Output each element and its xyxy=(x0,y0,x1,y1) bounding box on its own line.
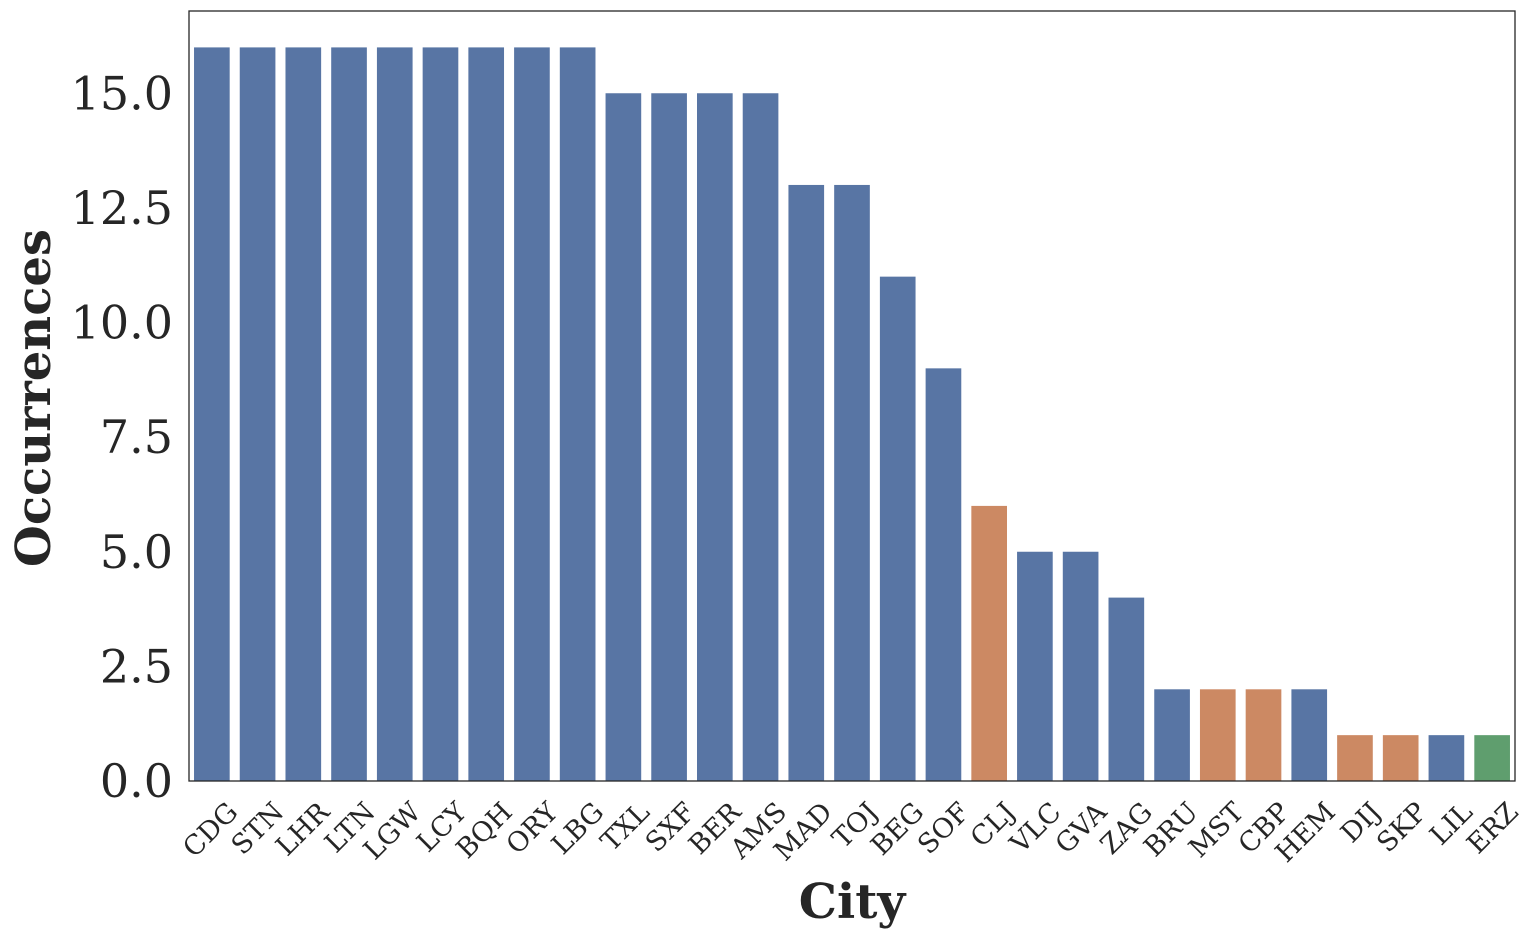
x-tick-labels: CDGSTNLHRLTNLGWLCYBQHORYLBGTXLSXFBERAMSM… xyxy=(177,796,1524,869)
bar-sof xyxy=(925,368,962,781)
y-tick-label: 2.5 xyxy=(100,639,173,693)
bar-gva xyxy=(1062,551,1099,781)
bar-ams xyxy=(742,93,779,781)
bar-lgw xyxy=(376,47,413,781)
x-tick-label: SKP xyxy=(1371,797,1433,859)
bar-bqh xyxy=(468,47,505,781)
bar-cdg xyxy=(194,47,230,781)
bar-lbg xyxy=(559,47,596,781)
y-tick-label: 10.0 xyxy=(71,296,173,350)
y-axis-title: Occurrences xyxy=(6,229,62,567)
bar-lil xyxy=(1428,735,1465,781)
bar-hem xyxy=(1291,689,1328,781)
bar-zag xyxy=(1108,597,1145,781)
bar-beg xyxy=(879,276,916,781)
plot-frame xyxy=(188,10,1516,782)
bar-dij xyxy=(1337,735,1373,781)
bar-ltn xyxy=(331,47,367,781)
y-tick-label: 0.0 xyxy=(100,754,173,808)
x-tick-label: VLC xyxy=(1004,797,1068,861)
bar-sxf xyxy=(651,93,687,781)
x-tick-label: SOF xyxy=(912,797,976,861)
y-tick-label: 7.5 xyxy=(100,410,173,464)
y-tick-label: 15.0 xyxy=(71,66,173,120)
y-tick-label: 12.5 xyxy=(71,181,173,235)
bar-toj xyxy=(834,184,870,781)
bar-bru xyxy=(1154,689,1190,781)
bar-clj xyxy=(971,505,1007,781)
bar-lcy xyxy=(422,47,459,781)
y-tick-label: 5.0 xyxy=(100,525,173,579)
x-tick-label: GVA xyxy=(1050,796,1114,860)
bar-skp xyxy=(1382,735,1419,781)
bar-vlc xyxy=(1017,551,1053,781)
y-tick-labels: 0.0 2.5 5.0 7.5 10.0 12.5 15.0 xyxy=(71,66,173,808)
x-axis-title: City xyxy=(799,874,908,930)
bar-txl xyxy=(605,93,642,781)
bar-mad xyxy=(788,184,825,781)
bar-lhr xyxy=(285,47,322,781)
bar-cbp xyxy=(1245,689,1282,781)
bar-ory xyxy=(514,47,550,781)
bars-group xyxy=(194,47,1510,781)
x-tick-label: TXL xyxy=(595,797,656,858)
x-tick-label: ERZ xyxy=(1461,797,1525,861)
bar-erz xyxy=(1474,735,1510,781)
bar-stn xyxy=(239,47,276,781)
bar-mst xyxy=(1199,689,1236,781)
bar-ber xyxy=(697,93,733,781)
